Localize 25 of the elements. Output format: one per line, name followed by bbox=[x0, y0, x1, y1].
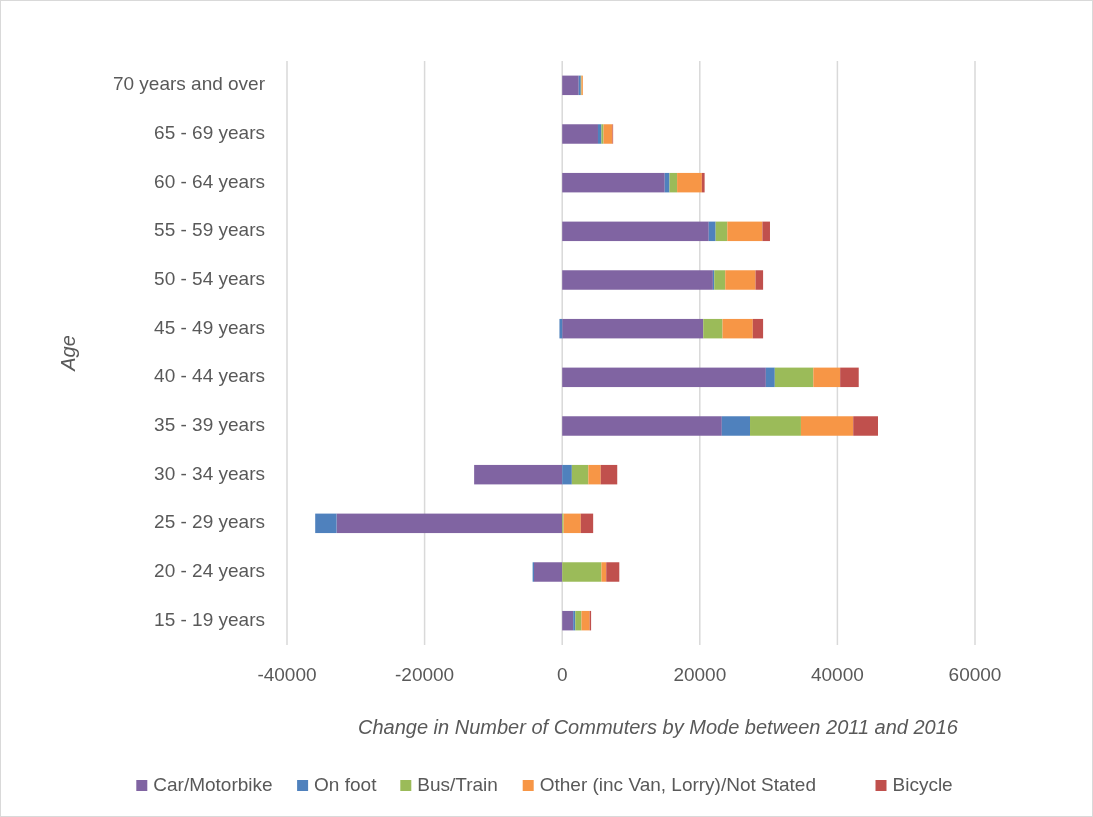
y-tick-label: 20 - 24 years bbox=[154, 560, 265, 582]
x-tick-label: 40000 bbox=[810, 664, 864, 686]
legend-label: Car/Motorbike bbox=[153, 774, 273, 796]
x-tick-label: -20000 bbox=[395, 664, 455, 686]
y-tick-label: 50 - 54 years bbox=[154, 268, 265, 290]
x-tick-label: 20000 bbox=[673, 664, 727, 686]
y-tick-label: 30 - 34 years bbox=[154, 462, 265, 484]
y-tick-label: 15 - 19 years bbox=[154, 608, 265, 630]
x-tick-label: -40000 bbox=[257, 664, 317, 686]
y-tick-label: 25 - 29 years bbox=[154, 511, 265, 533]
y-tick-label: 40 - 44 years bbox=[154, 365, 265, 387]
x-tick-label: 0 bbox=[556, 664, 568, 686]
y-tick-label: 35 - 39 years bbox=[154, 414, 265, 436]
x-tick-label: 60000 bbox=[948, 664, 1002, 686]
y-tick-label: 45 - 49 years bbox=[154, 316, 265, 338]
legend-label: Bicycle bbox=[892, 774, 953, 796]
y-tick-label: 70 years and over bbox=[112, 73, 266, 95]
y-axis-title: Age bbox=[57, 335, 80, 372]
legend-label: Other (inc Van, Lorry)/Not Stated bbox=[539, 774, 817, 796]
y-tick-label: 65 - 69 years bbox=[154, 122, 265, 144]
y-tick-label: 55 - 59 years bbox=[154, 219, 265, 241]
x-axis-title: Change in Number of Commuters by Mode between 2011 and 2016 bbox=[358, 716, 959, 739]
legend-label: On foot bbox=[314, 774, 378, 796]
y-tick-label: 60 - 64 years bbox=[154, 170, 265, 192]
legend-label: Bus/Train bbox=[417, 774, 498, 796]
